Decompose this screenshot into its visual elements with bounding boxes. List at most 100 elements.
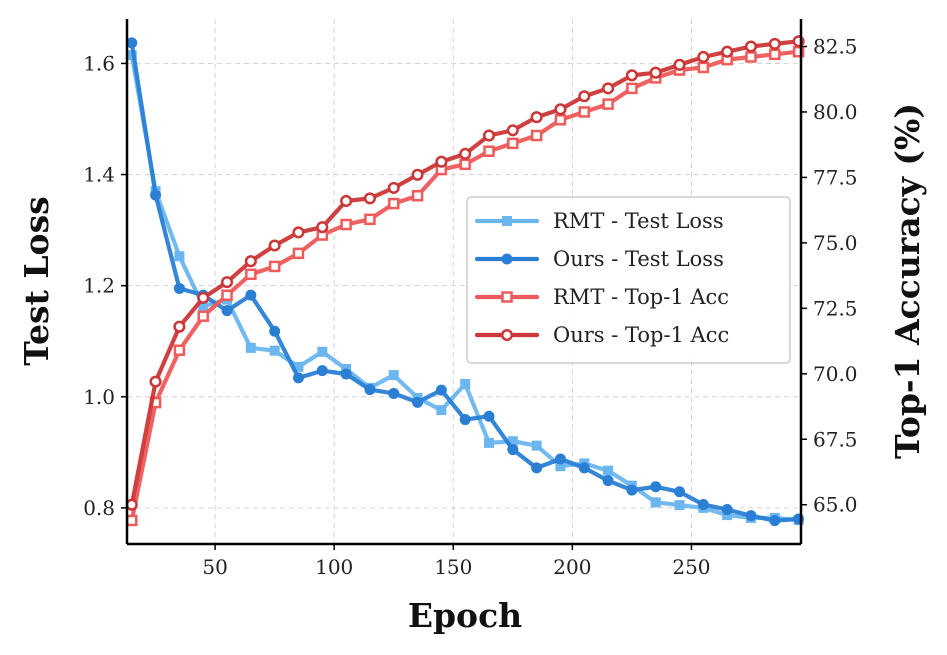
data-point-ours-test-loss	[769, 515, 781, 527]
data-point-rmt-test-loss	[674, 500, 685, 511]
data-point-ours-test-loss	[721, 504, 733, 516]
data-point-rmt-test-loss	[436, 405, 447, 416]
left-y-tick-label: 1.0	[83, 385, 115, 409]
data-point-ours-test-loss	[388, 387, 400, 399]
x-tick-label: 50	[202, 555, 227, 579]
data-point-ours-top-1-acc	[292, 226, 305, 239]
data-point-rmt-top-1-acc	[197, 310, 209, 322]
data-point-ours-test-loss	[554, 453, 566, 465]
left-y-tick-label: 0.8	[83, 496, 115, 520]
data-point-rmt-top-1-acc	[578, 106, 591, 118]
data-point-ours-top-1-acc	[673, 58, 686, 71]
data-point-rmt-top-1-acc	[626, 82, 638, 95]
data-point-rmt-top-1-acc	[602, 98, 614, 110]
data-point-ours-top-1-acc	[316, 221, 329, 234]
data-point-ours-test-loss	[650, 481, 662, 493]
data-point-rmt-top-1-acc	[530, 129, 543, 142]
x-tick-label: 200	[553, 555, 591, 579]
data-point-rmt-top-1-acc	[292, 247, 305, 260]
data-point-rmt-top-1-acc	[387, 197, 400, 210]
right-y-tick-label: 67.5	[813, 427, 858, 451]
data-point-ours-test-loss	[245, 289, 257, 301]
data-point-ours-top-1-acc	[768, 37, 781, 50]
data-point-rmt-top-1-acc	[411, 189, 424, 202]
data-point-rmt-top-1-acc	[483, 145, 495, 157]
data-point-ours-top-1-acc	[554, 103, 567, 116]
x-axis-title: Epoch	[408, 596, 522, 635]
data-point-ours-top-1-acc	[482, 129, 496, 142]
data-point-ours-top-1-acc	[244, 255, 257, 268]
left-y-tick-label: 1.6	[83, 51, 115, 75]
legend-label: Ours - Test Loss	[553, 247, 724, 271]
data-point-ours-test-loss	[221, 305, 233, 317]
data-point-ours-test-loss	[483, 410, 495, 422]
data-point-rmt-test-loss	[603, 465, 614, 476]
data-point-ours-top-1-acc	[459, 147, 472, 160]
data-point-rmt-test-loss	[460, 379, 471, 389]
data-point-ours-top-1-acc	[340, 194, 353, 208]
data-point-ours-test-loss	[173, 282, 185, 294]
data-point-ours-top-1-acc	[363, 192, 376, 205]
data-point-rmt-top-1-acc	[364, 213, 376, 226]
right-y-tick-label: 72.5	[813, 296, 858, 320]
data-point-ours-top-1-acc	[602, 82, 615, 95]
data-point-ours-top-1-acc	[125, 498, 138, 511]
x-tick-label: 100	[315, 555, 353, 579]
data-point-rmt-top-1-acc	[769, 48, 781, 61]
right-y-tick-label: 65.0	[813, 493, 858, 517]
data-point-rmt-test-loss	[388, 370, 399, 381]
legend-item-rmt-top-1-acc: RMT - Top-1 Acc	[474, 285, 729, 309]
data-point-ours-top-1-acc	[578, 90, 591, 103]
series-rmt-top-1-acc	[126, 45, 805, 527]
data-point-rmt-top-1-acc	[340, 218, 352, 231]
x-tick-label: 250	[672, 555, 710, 579]
data-point-ours-top-1-acc	[197, 291, 210, 304]
data-point-ours-test-loss	[507, 444, 519, 456]
x-tick-label: 150	[434, 555, 472, 579]
data-point-rmt-test-loss	[245, 342, 256, 353]
data-point-rmt-test-loss	[269, 345, 280, 356]
data-point-rmt-top-1-acc	[268, 260, 281, 273]
data-point-rmt-top-1-acc	[245, 268, 257, 281]
data-point-rmt-test-loss	[650, 497, 661, 508]
legend-marker-swatch	[501, 253, 513, 265]
data-point-ours-top-1-acc	[649, 66, 662, 79]
data-point-rmt-test-loss	[317, 346, 328, 357]
data-point-ours-test-loss	[578, 462, 590, 474]
data-point-rmt-top-1-acc	[173, 344, 186, 356]
right-y-tick-label: 80.0	[813, 100, 858, 124]
legend-marker-swatch	[502, 216, 512, 226]
legend-marker-swatch	[500, 328, 514, 342]
data-point-ours-test-loss	[745, 510, 757, 522]
data-point-ours-test-loss	[531, 462, 543, 474]
data-point-rmt-top-1-acc	[507, 137, 519, 150]
data-point-rmt-top-1-acc	[221, 289, 233, 301]
axes	[125, 19, 803, 546]
data-point-rmt-top-1-acc	[459, 158, 471, 171]
data-point-ours-top-1-acc	[625, 69, 638, 82]
data-point-ours-top-1-acc	[721, 45, 734, 58]
left-y-axis-title: Test Loss	[17, 196, 56, 365]
legend: RMT - Test Loss Ours - Test Loss RMT - Top…	[466, 196, 791, 364]
data-point-ours-top-1-acc	[530, 111, 543, 124]
data-point-ours-top-1-acc	[435, 155, 448, 168]
data-point-ours-test-loss	[412, 396, 424, 408]
data-point-ours-test-loss	[602, 475, 614, 487]
data-point-ours-test-loss	[364, 384, 376, 396]
data-point-ours-top-1-acc	[173, 320, 186, 333]
legend-box	[466, 196, 791, 364]
data-point-ours-top-1-acc	[268, 239, 281, 252]
data-point-ours-test-loss	[674, 486, 686, 498]
legend-label: Ours - Top-1 Acc	[553, 323, 729, 347]
data-point-rmt-top-1-acc	[745, 51, 757, 63]
data-point-ours-test-loss	[269, 325, 281, 337]
legend-item-ours-test-loss: Ours - Test Loss	[474, 247, 724, 271]
data-point-ours-top-1-acc	[697, 50, 710, 64]
left-y-tick-label: 1.2	[83, 274, 115, 298]
data-point-ours-test-loss	[340, 368, 352, 380]
data-point-rmt-top-1-acc	[126, 514, 138, 527]
tick-labels: 50 100 150 200 250 0.8 1.0 1.2 1.4 1.6 65.0 67.5 70.…	[83, 34, 857, 579]
data-point-ours-test-loss	[626, 484, 638, 496]
data-point-rmt-test-loss	[531, 440, 542, 451]
